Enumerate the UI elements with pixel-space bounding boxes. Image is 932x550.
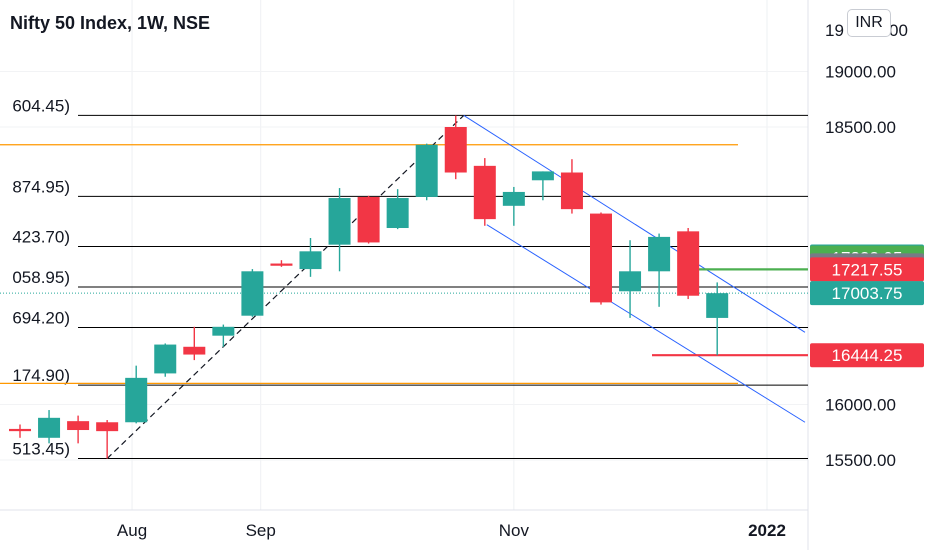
candle-body-up xyxy=(38,417,61,438)
price-tick-label: 16000.00 xyxy=(825,396,896,415)
time-tick-label: Nov xyxy=(499,521,530,540)
price-axis: 19000.00 18500.00 16000.00 15500.00 19 00 xyxy=(825,21,908,470)
candle-body-up xyxy=(415,144,438,197)
time-axis: Aug Sep Nov 2022 xyxy=(117,521,786,540)
price-tick-label: 15500.00 xyxy=(825,451,896,470)
candle-body-down xyxy=(590,213,612,303)
candle-body-up xyxy=(154,344,177,374)
candle-body-up xyxy=(212,326,235,336)
fib-level-label: 423.70) xyxy=(12,227,70,246)
price-badge-label: 17003.75 xyxy=(832,284,903,303)
candle-body-up xyxy=(648,236,671,272)
candle-body-down xyxy=(677,231,700,296)
candle-body-down xyxy=(444,127,467,173)
orange-levels xyxy=(0,144,738,385)
candle-body-down xyxy=(357,196,380,243)
price-tick-label: 18500.00 xyxy=(825,118,896,137)
candle-body-down xyxy=(183,346,206,355)
candle-body-up xyxy=(386,198,409,229)
price-badge-label: 17217.55 xyxy=(832,260,903,279)
time-tick-label: Sep xyxy=(246,521,276,540)
fib-level-label: 174.90) xyxy=(12,366,70,385)
candle-body-up xyxy=(299,251,322,270)
drawings xyxy=(0,114,808,459)
candle-body-up xyxy=(241,271,264,316)
candle-body-up xyxy=(619,271,642,292)
price-tick-label: 19000.00 xyxy=(825,63,896,82)
fib-level-label: 513.45) xyxy=(12,440,70,459)
fib-level-label: 604.45) xyxy=(12,96,70,115)
candle-body-down xyxy=(270,263,293,266)
candle-body-up xyxy=(706,293,729,318)
candle-body-down xyxy=(560,172,583,210)
candle-body-down xyxy=(9,428,31,432)
candle-body-down xyxy=(96,422,119,432)
price-tick-label-partial-tail: 00 xyxy=(889,21,908,40)
channel-lower-line xyxy=(486,224,806,423)
price-tick-label-partial: 19 xyxy=(825,21,844,40)
price-badge-label: 16444.25 xyxy=(832,346,903,365)
channel-upper-line xyxy=(463,114,806,333)
price-badge xyxy=(810,281,924,306)
currency-button[interactable]: INR xyxy=(847,9,891,37)
candle-body-down xyxy=(67,421,90,431)
price-badge xyxy=(810,343,924,368)
candle-body-up xyxy=(502,191,525,206)
candle-body-up xyxy=(328,198,351,245)
candle-body-down xyxy=(473,165,496,220)
candle-body-up xyxy=(531,171,554,181)
fibonacci-levels: 604.45) 874.95) 423.70) 058.95) 694.20) 174.9… xyxy=(12,96,808,460)
chart-title: Nifty 50 Index, 1W, NSE xyxy=(10,13,211,33)
price-badges: 17333.0017322.9517253.6517217.5517003.75… xyxy=(810,244,924,368)
fib-level-label: 058.95) xyxy=(12,268,70,287)
candles xyxy=(9,115,729,459)
candle-body-up xyxy=(125,377,148,423)
price-badge xyxy=(810,257,924,282)
fib-anchor-trendline xyxy=(106,114,465,459)
time-tick-label: Aug xyxy=(117,521,147,540)
time-tick-label: 2022 xyxy=(748,521,786,540)
fib-level-label: 694.20) xyxy=(12,308,70,327)
fib-level-label: 874.95) xyxy=(12,177,70,196)
